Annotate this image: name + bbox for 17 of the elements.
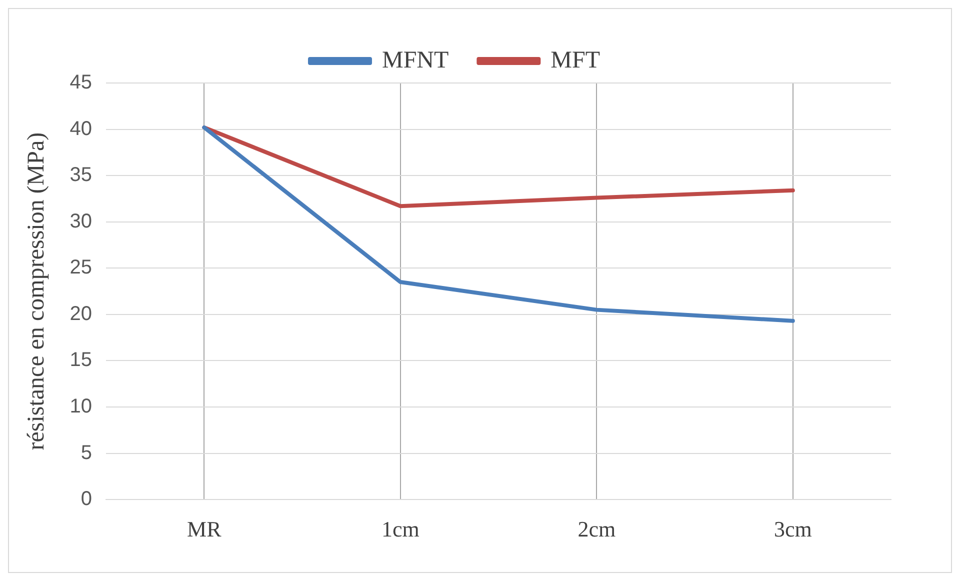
y-tick-label: 30: [70, 210, 92, 232]
y-tick-label: 0: [80, 488, 92, 510]
x-tick-label: 3cm: [774, 516, 812, 542]
y-tick-label: 5: [80, 442, 92, 464]
y-tick-label: 45: [70, 72, 92, 94]
legend-label: MFNT: [382, 47, 450, 74]
y-tick-label: 20: [70, 302, 92, 325]
y-tick-label: 35: [70, 164, 92, 186]
y-tick-label: 40: [70, 118, 92, 140]
y-tick-label: 10: [70, 396, 92, 418]
x-tick-label: 1cm: [381, 516, 420, 542]
y-tick-label: 25: [70, 256, 92, 279]
x-tick-label: MR: [187, 516, 222, 542]
y-axis-title: résistance en compression (MPa): [24, 132, 50, 450]
y-tick-label: 15: [70, 349, 92, 372]
x-tick-label: 2cm: [578, 516, 616, 542]
legend-label: MFT: [550, 47, 600, 74]
